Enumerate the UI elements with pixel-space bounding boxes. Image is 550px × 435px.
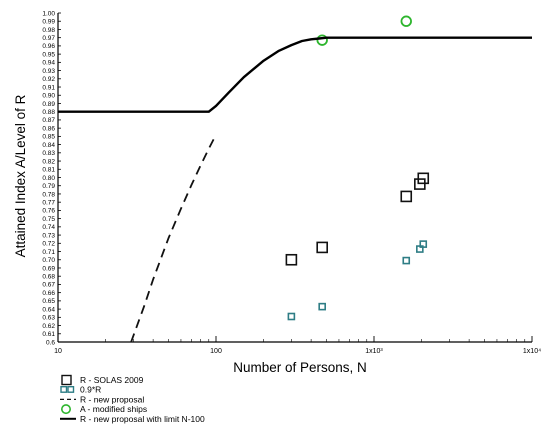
- y-tick-label: 0.68: [42, 274, 55, 281]
- data-point-circle: [316, 34, 328, 46]
- solid-curve: [58, 36, 532, 113]
- x-tick-label: 1x10⁴: [523, 348, 541, 355]
- y-tick-label: 0.74: [42, 224, 55, 231]
- y-tick-label: 0.77: [42, 199, 55, 206]
- legend-small-square-icon: [67, 386, 75, 393]
- y-tick-label: 0.84: [42, 142, 55, 149]
- x-tick-label: 10: [54, 348, 62, 355]
- y-tick-label: 0.62: [42, 323, 55, 330]
- y-tick-label: 0.64: [42, 306, 55, 313]
- y-tick-label: 0.95: [42, 51, 55, 58]
- legend-square-icon: [61, 374, 72, 386]
- y-tick-label: 0.67: [42, 282, 55, 289]
- data-point-circle: [400, 15, 412, 27]
- legend-entry: R - new proposal with limit N-100: [60, 414, 205, 424]
- x-tick-label: 1x10³: [365, 348, 383, 355]
- data-point-small-square: [419, 240, 428, 248]
- series-3: [316, 15, 412, 46]
- y-tick-label: 0.96: [42, 43, 55, 50]
- y-tick-label: 0.91: [42, 84, 55, 91]
- y-tick-label: 0.69: [42, 265, 55, 272]
- y-tick-label: 0.80: [42, 175, 55, 182]
- legend-label: 0.9*R: [80, 385, 101, 395]
- x-tick-label: 100: [210, 348, 222, 355]
- y-tick-label: 0.85: [42, 134, 55, 141]
- legend-entry: R - new proposal: [60, 394, 144, 404]
- y-tick-label: 0.79: [42, 183, 55, 190]
- legend-entry: A - modified ships: [60, 404, 147, 415]
- y-axis-label: Attained Index A/Level of R: [13, 94, 28, 257]
- y-tick-label: 0.87: [42, 117, 55, 124]
- series-4: [58, 36, 532, 113]
- y-tick-label: 0.71: [42, 249, 55, 256]
- y-tick-label: 0.89: [42, 101, 55, 108]
- legend-small-square-icon: [60, 386, 68, 393]
- y-tick-label: 0.66: [42, 290, 55, 297]
- y-axis: 0.60.610.620.630.640.650.660.670.680.690…: [42, 10, 61, 346]
- series-0: [285, 172, 430, 266]
- data-point-small-square: [287, 312, 296, 321]
- data-point-square: [285, 253, 298, 266]
- y-tick-label: 0.73: [42, 232, 55, 239]
- legend-label: R - new proposal with limit N-100: [80, 414, 205, 424]
- y-tick-label: 0.97: [42, 35, 55, 42]
- y-tick-label: 0.78: [42, 191, 55, 198]
- data-point-square: [316, 241, 328, 254]
- y-tick-label: 0.88: [42, 109, 55, 116]
- y-tick-label: 0.76: [42, 208, 55, 215]
- y-tick-label: 0.72: [42, 241, 55, 248]
- y-tick-label: 0.94: [42, 60, 55, 67]
- series-layer: [58, 15, 532, 343]
- y-tick-label: 0.70: [42, 257, 55, 264]
- y-tick-label: 0.6: [46, 339, 55, 346]
- y-tick-label: 0.75: [42, 216, 55, 223]
- x-axis-label: Number of Persons, N: [233, 360, 367, 375]
- data-point-small-square: [318, 302, 326, 311]
- legend-circle-icon: [60, 404, 71, 415]
- y-tick-label: 0.82: [42, 158, 55, 165]
- y-tick-label: 0.98: [42, 27, 55, 34]
- y-tick-label: 0.90: [42, 93, 55, 100]
- dashed-curve: [130, 134, 217, 343]
- series-2: [130, 134, 217, 343]
- y-tick-label: 0.86: [42, 125, 55, 132]
- data-point-small-square: [402, 256, 411, 265]
- legend-label: R - SOLAS 2009: [80, 375, 144, 385]
- y-tick-label: 0.83: [42, 150, 55, 157]
- legend-entry: R - SOLAS 2009: [61, 374, 144, 386]
- y-tick-label: 0.99: [42, 19, 55, 26]
- y-tick-label: 0.92: [42, 76, 55, 83]
- plot-area: [57, 13, 532, 343]
- data-point-square: [400, 190, 413, 203]
- y-tick-label: 0.81: [42, 167, 55, 174]
- x-axis: 10 100 1x10³ 1x10⁴: [54, 336, 541, 355]
- y-tick-label: 0.61: [42, 331, 55, 338]
- y-tick-label: 1.00: [42, 10, 55, 17]
- series-1: [287, 240, 428, 321]
- y-tick-label: 0.65: [42, 298, 55, 305]
- y-tick-label: 0.63: [42, 315, 55, 322]
- data-point-square: [417, 172, 430, 185]
- legend-entry: 0.9*R: [60, 385, 101, 395]
- y-tick-label: 0.93: [42, 68, 55, 75]
- legend-label: A - modified ships: [80, 404, 147, 414]
- legend-label: R - new proposal: [80, 394, 144, 404]
